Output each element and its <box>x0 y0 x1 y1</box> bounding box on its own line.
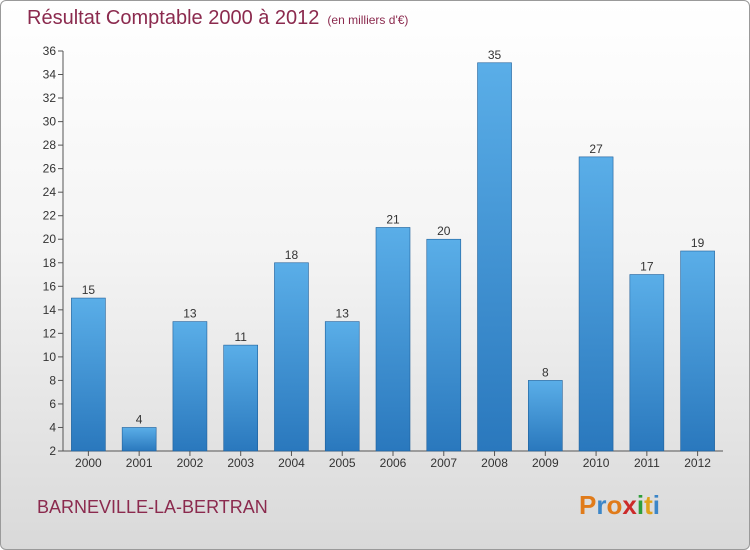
y-tick-label: 12 <box>43 326 57 340</box>
x-tick-label-2003: 2003 <box>227 456 254 470</box>
value-label-2008: 35 <box>488 48 502 62</box>
title-text: Résultat Comptable 2000 à 2012 <box>27 7 320 29</box>
bar-2008 <box>477 62 512 452</box>
x-tick-label-2009: 2009 <box>532 456 559 470</box>
bar-2007 <box>426 238 462 452</box>
x-tick-label-2007: 2007 <box>430 456 457 470</box>
y-tick-label: 4 <box>49 420 56 434</box>
y-tick-label: 22 <box>43 209 57 223</box>
logo-letter: P <box>579 490 597 520</box>
y-tick-label: 32 <box>43 91 57 105</box>
bar-2005 <box>324 321 360 452</box>
value-label-2004: 18 <box>285 248 299 262</box>
y-tick-label: 2 <box>49 444 56 458</box>
x-tick-label-2008: 2008 <box>481 456 508 470</box>
value-label-2003: 11 <box>234 330 247 344</box>
y-tick-label: 30 <box>43 115 57 129</box>
x-tick-label-2001: 2001 <box>126 456 153 470</box>
x-tick-label-2011: 2011 <box>634 456 660 470</box>
bar-2006 <box>375 227 411 452</box>
logo-letter: o <box>606 490 623 520</box>
y-tick-label: 20 <box>43 232 57 246</box>
x-tick-label-2004: 2004 <box>278 456 305 470</box>
y-tick-label: 24 <box>43 185 57 199</box>
bar-2002 <box>172 321 208 452</box>
bar-2012 <box>680 250 715 452</box>
y-tick-label: 14 <box>43 303 57 317</box>
x-tick-label-2012: 2012 <box>684 456 711 470</box>
value-label-2012: 19 <box>691 236 705 250</box>
commune-name: BARNEVILLE-LA-BERTRAN <box>37 497 268 517</box>
value-label-2011: 17 <box>640 260 654 274</box>
x-tick-label-2010: 2010 <box>583 456 610 470</box>
x-tick-label-2005: 2005 <box>329 456 356 470</box>
value-label-2010: 27 <box>589 142 603 156</box>
bar-2004 <box>274 262 309 452</box>
logo-letter: t <box>644 490 653 520</box>
bar-2010 <box>578 156 614 452</box>
logo-letter: i <box>636 490 645 520</box>
x-tick-label-2002: 2002 <box>177 456 204 470</box>
y-tick-label: 28 <box>43 138 57 152</box>
value-label-2000: 15 <box>82 283 96 297</box>
logo-letter: x <box>622 490 637 520</box>
bar-2001 <box>121 427 157 452</box>
value-label-2001: 4 <box>136 412 143 426</box>
bar-2003 <box>223 344 258 452</box>
x-tick-label-2000: 2000 <box>75 456 102 470</box>
value-label-2006: 21 <box>386 212 400 226</box>
y-tick-label: 16 <box>43 279 57 293</box>
y-tick-label: 36 <box>43 44 57 58</box>
y-tick-label: 6 <box>49 397 56 411</box>
logo-letter: i <box>652 490 660 520</box>
proxiti-logo[interactable]: Proxiti <box>579 490 691 524</box>
y-tick-label: 34 <box>43 68 57 82</box>
y-tick-label: 26 <box>43 162 57 176</box>
chart-title: Résultat Comptable 2000 à 2012 (en millie… <box>27 7 408 30</box>
y-tick-label: 18 <box>43 256 57 270</box>
x-tick-label-2006: 2006 <box>380 456 407 470</box>
value-label-2009: 8 <box>542 365 549 379</box>
logo-letter: r <box>596 490 607 520</box>
value-label-2002: 13 <box>183 307 197 321</box>
bar-2009 <box>528 380 563 452</box>
y-tick-label: 10 <box>43 350 57 364</box>
value-label-2005: 13 <box>336 307 350 321</box>
value-label-2007: 20 <box>437 224 451 238</box>
bar-2000 <box>71 297 106 452</box>
chart-subtitle: (en milliers d'€) <box>327 13 409 27</box>
bar-2011 <box>629 274 665 452</box>
y-tick-label: 8 <box>49 373 56 387</box>
